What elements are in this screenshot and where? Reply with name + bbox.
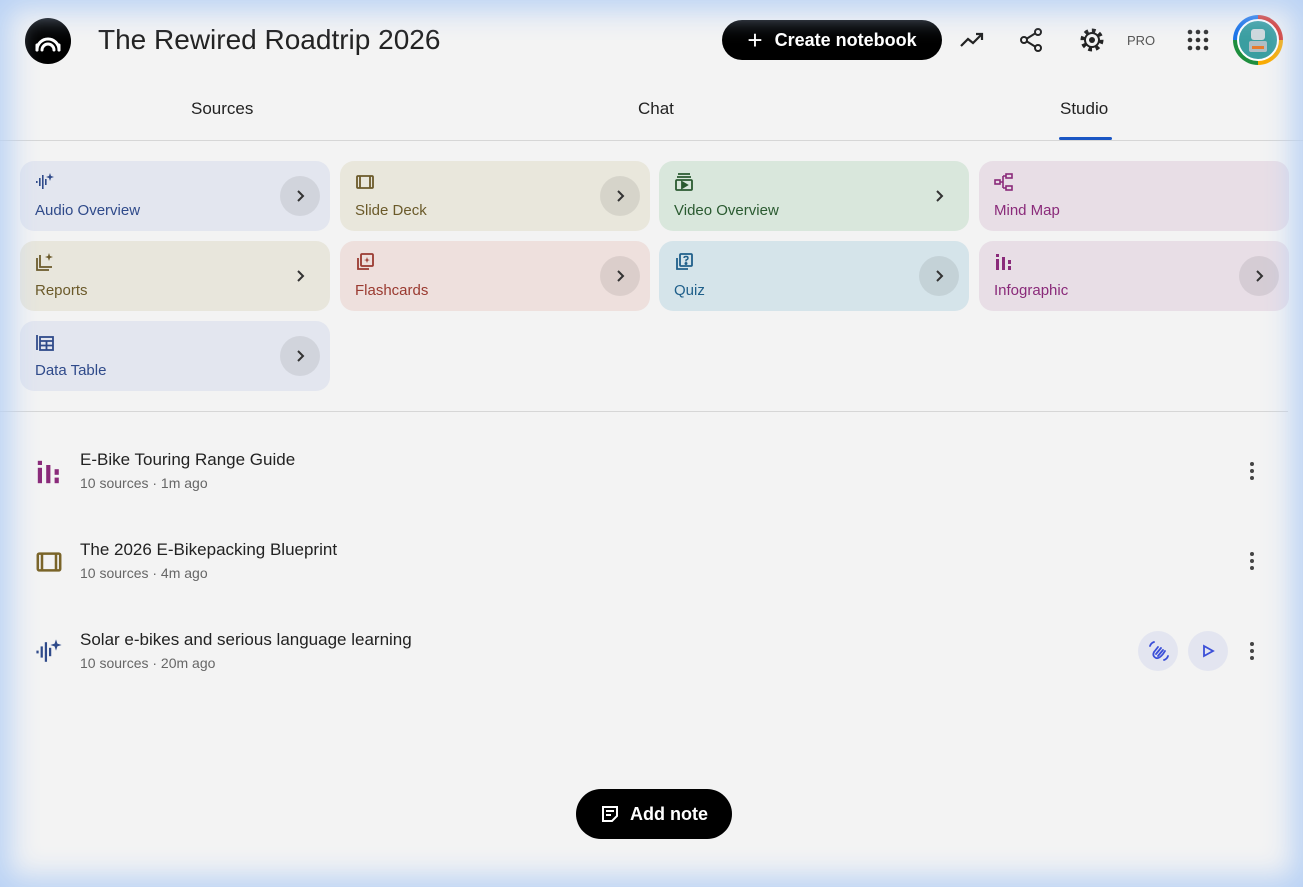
tab-studio[interactable]: Studio: [1060, 99, 1109, 118]
apps-grid-icon[interactable]: [1182, 24, 1214, 56]
more-options-icon[interactable]: [1242, 637, 1262, 665]
add-note-button[interactable]: Add note: [576, 789, 732, 839]
audio-waveform-icon: [35, 172, 55, 192]
play-icon[interactable]: [1188, 631, 1228, 671]
interactive-mode-icon[interactable]: [1138, 631, 1178, 671]
quiz-icon: [674, 252, 694, 272]
mind-map-icon: [994, 172, 1014, 192]
note-meta: 10 sources · 1m ago: [80, 475, 208, 491]
settings-gear-icon[interactable]: [1076, 24, 1108, 56]
studio-tool-reports[interactable]: Reports: [20, 241, 330, 311]
tab-divider: [0, 140, 1303, 141]
studio-tool-label: Quiz: [674, 282, 705, 299]
notebook-title[interactable]: The Rewired Roadtrip 2026: [98, 24, 441, 55]
infographic-icon: [994, 252, 1014, 272]
chevron-right-icon[interactable]: [280, 256, 320, 296]
audio-waveform-icon: [35, 638, 65, 664]
studio-tool-label: Flashcards: [355, 282, 429, 299]
studio-tool-label: Mind Map: [994, 202, 1060, 219]
chevron-right-icon[interactable]: [1239, 256, 1279, 296]
studio-tool-slide-deck[interactable]: Slide Deck: [340, 161, 650, 231]
tab-chat[interactable]: Chat: [638, 99, 674, 118]
studio-tool-video-overview[interactable]: Video Overview: [659, 161, 969, 231]
studio-tool-label: Data Table: [35, 362, 107, 379]
more-options-icon[interactable]: [1242, 457, 1262, 485]
studio-tool-label: Reports: [35, 282, 88, 299]
video-icon: [674, 172, 694, 192]
studio-tool-label: Audio Overview: [35, 202, 141, 219]
notebooklm-logo[interactable]: [25, 18, 71, 64]
more-options-icon[interactable]: [1242, 547, 1262, 575]
chevron-right-icon[interactable]: [919, 256, 959, 296]
note-meta: 10 sources · 4m ago: [80, 565, 208, 581]
note-title: The 2026 E-Bikepacking Blueprint: [80, 540, 338, 559]
note-icon: [602, 806, 618, 822]
pro-badge: PRO: [1127, 33, 1156, 48]
note-meta: 10 sources · 20m ago: [80, 655, 216, 671]
studio-tool-data-table[interactable]: Data Table: [20, 321, 330, 391]
note-title: E-Bike Touring Range Guide: [80, 450, 296, 469]
note-list-item[interactable]: The 2026 E-Bikepacking Blueprint 10 sour…: [0, 531, 1303, 591]
reports-icon: [35, 252, 55, 272]
chevron-right-icon[interactable]: [280, 176, 320, 216]
infographic-icon: [35, 458, 65, 484]
tab-selected-indicator: [1059, 137, 1112, 140]
studio-tool-flashcards[interactable]: Flashcards: [340, 241, 650, 311]
slides-icon: [355, 172, 375, 192]
note-title: Solar e-bikes and serious language learn…: [80, 630, 412, 649]
chevron-right-icon[interactable]: [600, 176, 640, 216]
analytics-icon[interactable]: [956, 24, 988, 56]
flashcards-icon: [355, 252, 375, 272]
user-avatar[interactable]: [1233, 15, 1283, 65]
studio-tool-audio-overview[interactable]: Audio Overview: [20, 161, 330, 231]
note-list-item[interactable]: E-Bike Touring Range Guide 10 sources · …: [0, 441, 1303, 501]
tab-sources[interactable]: Sources: [191, 99, 254, 118]
studio-tool-quiz[interactable]: Quiz: [659, 241, 969, 311]
studio-tool-infographic[interactable]: Infographic: [979, 241, 1289, 311]
chevron-right-icon[interactable]: [600, 256, 640, 296]
section-divider: [0, 411, 1288, 412]
studio-tool-mind-map[interactable]: Mind Map: [979, 161, 1289, 231]
create-notebook-button[interactable]: + Create notebook: [722, 20, 942, 60]
share-icon[interactable]: [1015, 24, 1047, 56]
studio-tool-label: Video Overview: [674, 202, 779, 219]
slides-icon: [35, 548, 65, 574]
note-list-item[interactable]: Solar e-bikes and serious language learn…: [0, 621, 1303, 681]
data-table-icon: [35, 332, 55, 352]
chevron-right-icon[interactable]: [280, 336, 320, 376]
plus-icon: +: [747, 25, 763, 55]
studio-tool-label: Infographic: [994, 282, 1069, 299]
studio-tool-label: Slide Deck: [355, 202, 427, 219]
chevron-right-icon[interactable]: [919, 176, 959, 216]
